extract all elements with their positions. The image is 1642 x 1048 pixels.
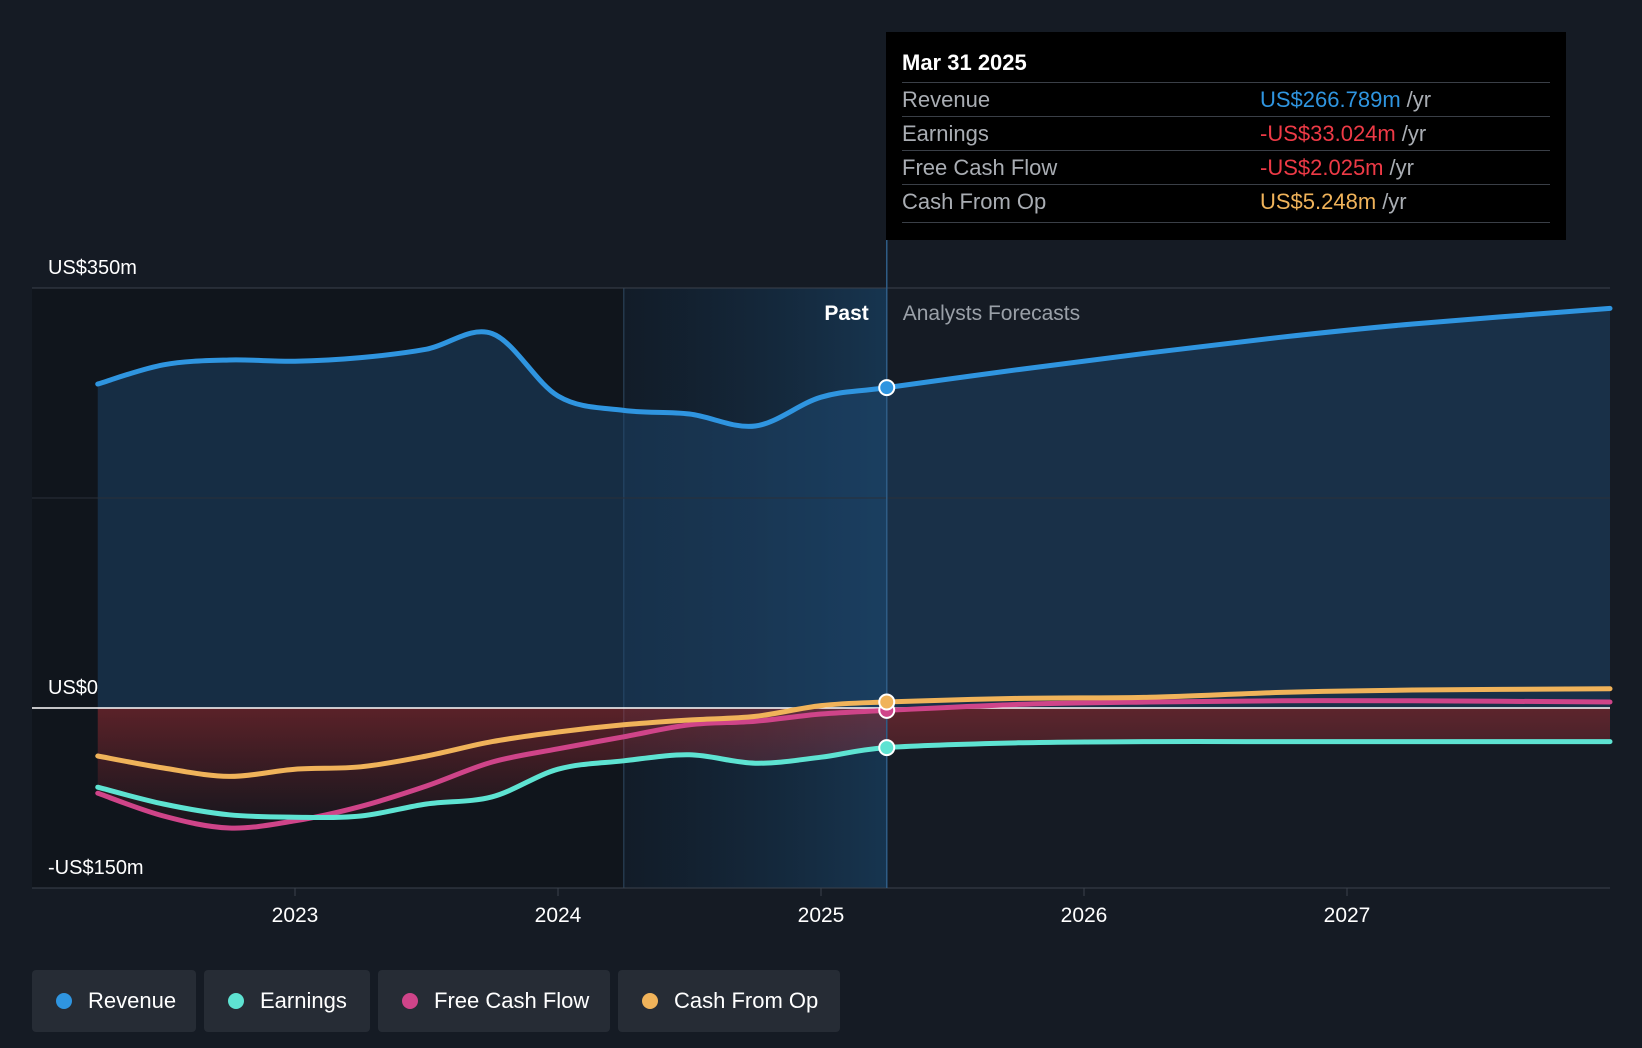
tooltip-label: Earnings	[902, 121, 989, 146]
tooltip-row-revenue: Revenue US$266.789m/yr	[902, 82, 1550, 117]
tooltip: Mar 31 2025 Revenue US$266.789m/yr Earni…	[886, 32, 1566, 240]
highlight-region	[623, 288, 887, 888]
tooltip-unit: /yr	[1382, 189, 1407, 214]
legend-dot-icon	[642, 993, 658, 1009]
tooltip-unit: /yr	[1401, 121, 1427, 146]
tooltip-label: Revenue	[902, 87, 991, 112]
legend-label: Revenue	[88, 988, 177, 1013]
x-tick-label: 2026	[1061, 904, 1108, 927]
tooltip-value: US$5.248m	[1260, 189, 1377, 214]
tooltip-row-earnings: Earnings -US$33.024m/yr	[902, 116, 1550, 151]
tooltip-label: Cash From Op	[902, 189, 1047, 214]
legend-item-cash-from-op[interactable]: Cash From Op	[618, 970, 840, 1032]
tooltip-value-wrap: -US$33.024m/yr	[1260, 121, 1426, 147]
x-tick-label: 2024	[535, 904, 582, 927]
series-line-cash-from-op	[95, 686, 1613, 779]
marker-revenue	[878, 379, 896, 397]
forecast-label: Analysts Forecasts	[903, 302, 1080, 325]
x-tick-label: 2027	[1324, 904, 1371, 927]
tooltip-row-free-cash-flow: Free Cash Flow -US$2.025m/yr	[902, 150, 1550, 185]
y-axis-label: US$350m	[48, 257, 137, 279]
tooltip-value-wrap: -US$2.025m/yr	[1260, 155, 1414, 181]
tooltip-row-cash-from-op: Cash From Op US$5.248m/yr	[902, 184, 1550, 219]
marker-cash-from-op	[878, 693, 896, 711]
tooltip-divider	[902, 222, 1550, 223]
x-tick-label: 2023	[272, 904, 319, 927]
x-tick-label: 2025	[798, 904, 845, 927]
legend-item-free-cash-flow[interactable]: Free Cash Flow	[378, 970, 610, 1032]
tooltip-value-wrap: US$266.789m/yr	[1260, 87, 1431, 113]
series-line-revenue	[95, 305, 1613, 429]
legend-label: Earnings	[260, 988, 347, 1013]
series-line-earnings	[95, 739, 1613, 821]
legend-dot-icon	[402, 993, 418, 1009]
tooltip-value: US$266.789m	[1260, 87, 1401, 112]
revenue-area	[97, 308, 1610, 708]
tooltip-unit: /yr	[1389, 155, 1414, 180]
legend-dot-icon	[56, 993, 72, 1009]
past-label: Past	[824, 302, 868, 325]
tooltip-value: -US$33.024m	[1260, 121, 1396, 146]
tooltip-date: Mar 31 2025	[902, 50, 1027, 75]
series-line-free-cash-flow	[95, 698, 1613, 831]
legend-label: Free Cash Flow	[434, 988, 590, 1013]
tooltip-value: -US$2.025m	[1260, 155, 1384, 180]
legend-dot-icon	[228, 993, 244, 1009]
tooltip-value-wrap: US$5.248m/yr	[1260, 189, 1407, 215]
tooltip-unit: /yr	[1406, 87, 1432, 112]
marker-earnings	[878, 739, 896, 757]
y-axis-label: -US$150m	[48, 857, 144, 879]
y-axis-label: US$0	[48, 677, 98, 699]
tooltip-label: Free Cash Flow	[902, 155, 1058, 180]
legend-item-earnings[interactable]: Earnings	[204, 970, 370, 1032]
legend-label: Cash From Op	[674, 988, 819, 1013]
legend-item-revenue[interactable]: Revenue	[32, 970, 196, 1032]
